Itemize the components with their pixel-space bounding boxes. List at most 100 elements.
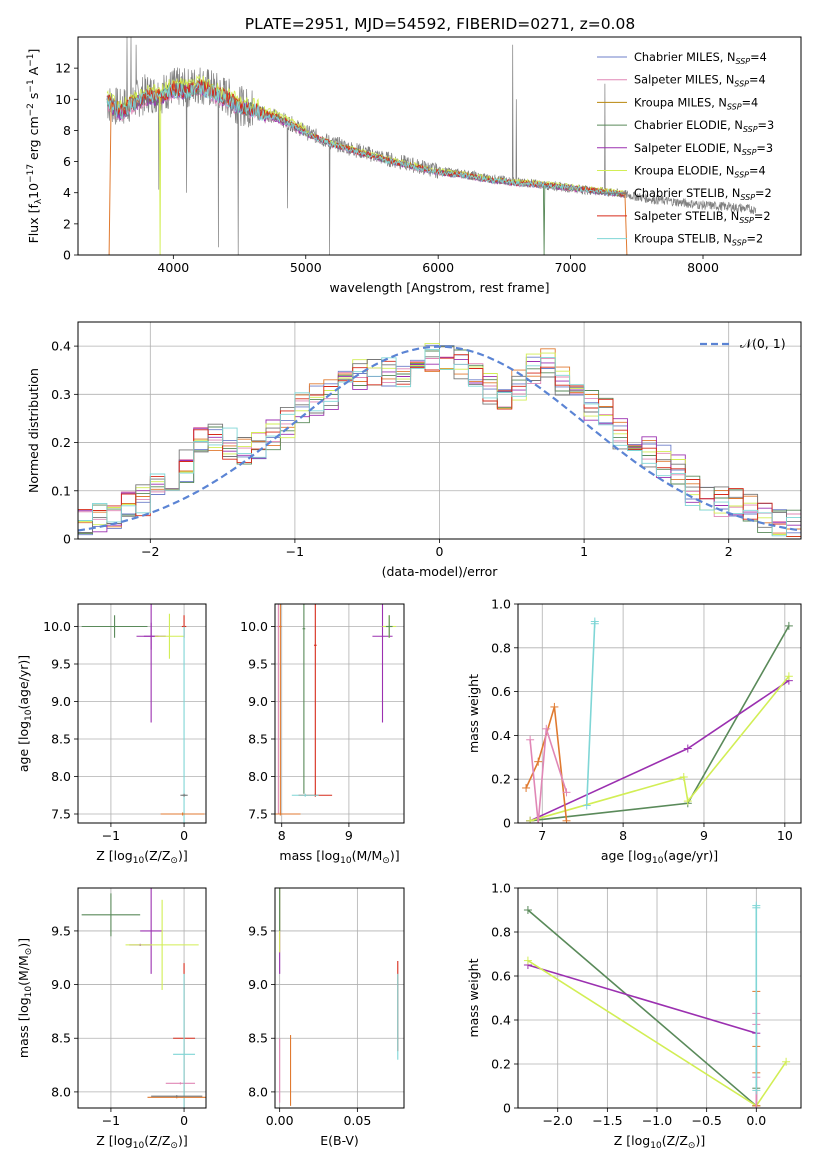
- errorbar-point: [125, 899, 199, 990]
- x-tick-label: 4000: [157, 260, 189, 275]
- y-tick-label: 8.5: [248, 732, 268, 747]
- y-tick-label: 9.0: [51, 977, 71, 992]
- errorbar-point: [291, 793, 319, 797]
- plot-mass-vs-EBV: 0.00 0.05 8.0 8.5 9.0 9.5 E(B-V): [248, 887, 405, 1148]
- y-tick-label: 9.5: [51, 923, 71, 938]
- legend-nssp-value: =4: [749, 74, 766, 87]
- x-axis-label: Z [log10(Z/Z⊙)]: [96, 848, 187, 866]
- y-tick-label: 0.3: [51, 387, 71, 402]
- y-tick-label: 0: [63, 248, 71, 263]
- weight-line: [529, 675, 790, 822]
- weight-line: [527, 909, 758, 1108]
- errorbar-point: [180, 793, 188, 797]
- x-axis-label-part: (M/M: [352, 848, 383, 863]
- axes-frame: [517, 603, 802, 824]
- x-axis-label-part: )]: [178, 848, 188, 863]
- y-axis-label-part: mass [log: [16, 997, 31, 1058]
- x-axis-label-part: Z [log: [96, 848, 132, 863]
- legend-sub: SSP: [743, 125, 758, 134]
- errorbar-point: [302, 604, 306, 794]
- y-tick-label: 1.0: [491, 597, 511, 612]
- y-tick-label: 8.0: [51, 1084, 71, 1099]
- y-axis-label-part: ⊙: [24, 948, 34, 956]
- errorbar-point: [160, 812, 205, 816]
- x-tick-label: 8000: [687, 260, 719, 275]
- plot-residuals: −2 −1 0 1 2 0 0.1 0.2 0.3 0.4 (data-model)/error No…: [26, 321, 802, 579]
- x-tick-label: 9: [345, 828, 353, 843]
- y-tick-label: 0.2: [491, 772, 511, 787]
- y-tick-label: 9.0: [51, 694, 71, 709]
- legend-series-name: Kroupa ELODIE, N: [634, 165, 734, 178]
- errorbar-point: [275, 812, 301, 816]
- y-tick-label: 0.6: [491, 969, 511, 984]
- errorbar-point: [313, 604, 317, 796]
- y-tick-label: 0.1: [51, 483, 71, 498]
- x-axis-label-part: (Z/Z: [144, 1133, 170, 1148]
- legend-label: Chabrier MILES, NSSP=4: [634, 51, 767, 66]
- y-tick-label: 9.0: [248, 694, 268, 709]
- y-axis-label: mass [log10(M/M⊙)]: [16, 938, 34, 1058]
- errorbar-point: [81, 615, 148, 638]
- y-axis-label-part: s: [26, 93, 41, 104]
- y-axis-label: Normed distribution: [26, 368, 41, 493]
- errorbar-point: [81, 893, 141, 937]
- spectrum-model-line: [106, 82, 624, 198]
- x-tick-label: 10: [777, 828, 793, 843]
- y-axis-label-part: 10: [26, 183, 41, 199]
- y-tick-label: 6: [63, 154, 71, 169]
- x-axis-label: mass [log10(M/M⊙)]: [279, 848, 399, 866]
- x-tick-label: −2: [141, 544, 159, 559]
- y-tick-label: 2: [63, 216, 71, 231]
- x-axis-label: age [log10(age/yr)]: [601, 848, 718, 866]
- x-tick-label: 0: [180, 1113, 188, 1128]
- spectrum-model-edge: [542, 186, 546, 255]
- errorbar-point: [140, 888, 163, 974]
- gaussian-legend-label: 𝒩(0, 1): [740, 336, 786, 351]
- y-tick-label: 0: [503, 816, 511, 831]
- x-axis-label: E(B-V): [320, 1133, 359, 1148]
- y-tick-label: 10: [55, 92, 71, 107]
- plot-age-vs-Z: −1 07.58.08.59.09.510.0Z [log10(Z/Z⊙)]age…: [16, 603, 207, 866]
- plot-mass-vs-Z: −1 08.08.59.09.5Z [log10(Z/Z⊙)]mass [log1…: [16, 887, 207, 1151]
- legend-series-name: Chabrier STELIB, N: [634, 187, 740, 200]
- y-tick-label: 0.8: [491, 640, 511, 655]
- x-axis-label-part: ⊙: [170, 1141, 178, 1151]
- legend-series-name: Salpeter ELODIE, N: [634, 142, 742, 155]
- x-axis-label-part: 10: [652, 856, 664, 866]
- x-tick-label: −2.0: [543, 1113, 573, 1128]
- x-axis-label: (data-model)/error: [382, 564, 499, 579]
- y-axis-label: age [log10(age/yr)]: [16, 655, 34, 772]
- x-axis-label-part: ⊙: [382, 856, 390, 866]
- y-tick-label: 7.5: [248, 807, 268, 822]
- legend-sub: SSP: [734, 80, 749, 89]
- y-axis-label-part: λ: [34, 198, 44, 204]
- legend-series-name: Kroupa MILES, N: [634, 96, 727, 109]
- y-tick-label: 8.5: [51, 1031, 71, 1046]
- legend-series-name: Kroupa STELIB, N: [634, 233, 732, 246]
- x-tick-label: 9: [700, 828, 708, 843]
- y-tick-label: 0: [503, 1101, 511, 1116]
- y-tick-label: 8.5: [51, 732, 71, 747]
- x-axis-label-part: mass [log: [279, 848, 340, 863]
- x-axis-label-part: 10: [340, 856, 352, 866]
- spectrum-model-line: [106, 81, 624, 197]
- x-tick-label: 0.0: [746, 1113, 766, 1128]
- plot-area: [279, 888, 399, 1106]
- y-tick-label: 9.5: [51, 657, 71, 672]
- legend-nssp-value: =2: [755, 187, 772, 200]
- spectrum-model-edge: [158, 96, 162, 255]
- errorbar-point: [279, 604, 282, 814]
- y-axis-label-part: age [log: [16, 721, 31, 772]
- y-axis-label-part: −17: [26, 164, 36, 183]
- y-tick-label: 8.0: [248, 1084, 268, 1099]
- legend-sub: SSP: [734, 171, 749, 180]
- y-axis-label-part: −2: [26, 103, 36, 116]
- errorbar-point: [165, 1082, 196, 1085]
- y-axis-label-part: 10: [24, 986, 34, 998]
- x-tick-label: 7: [538, 828, 546, 843]
- x-tick-label: −0.5: [691, 1113, 721, 1128]
- legend-series-name: Salpeter MILES, N: [634, 74, 734, 87]
- y-axis-label-part: erg cm: [26, 116, 41, 164]
- y-axis-label-part: −1: [26, 79, 36, 92]
